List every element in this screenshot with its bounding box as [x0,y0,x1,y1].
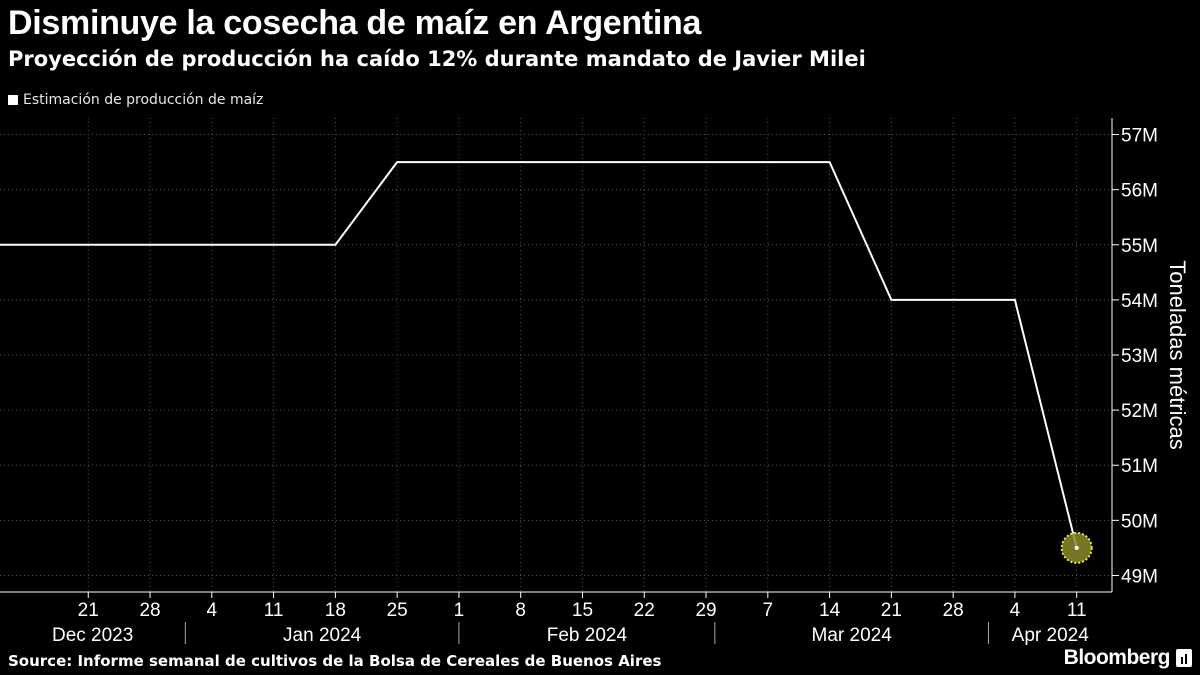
x-tick-label: 11 [1067,600,1087,621]
y-tick-label: 49M [1121,566,1158,587]
y-tick-label: 54M [1121,291,1158,312]
bloomberg-logo: Bloomberg [1064,646,1192,670]
x-tick-label: 18 [325,600,346,621]
x-tick-label: 25 [387,600,408,621]
y-tick-label: 57M [1121,126,1158,147]
y-tick-label: 51M [1121,456,1158,477]
chart-title: Disminuye la cosecha de maíz en Argentin… [8,4,702,42]
month-label: Feb 2024 [547,625,628,646]
y-axis-label: Toneladas métricas [1165,260,1190,450]
bloomberg-chart-icon [1176,649,1192,667]
source-note: Source: Informe semanal de cultivos de l… [8,652,662,670]
data-point [1074,545,1079,550]
x-tick-label: 21 [78,600,99,621]
legend-swatch [8,95,18,105]
y-tick-label: 52M [1121,401,1158,422]
x-tick-label: 8 [515,600,526,621]
x-tick-label: 7 [763,600,774,621]
x-tick-label: 1 [454,600,465,621]
x-tick-label: 15 [572,600,593,621]
y-tick-label: 50M [1121,511,1158,532]
x-tick-label: 21 [881,600,902,621]
x-tick-label: 28 [139,600,160,621]
y-tick-label: 55M [1121,236,1158,257]
x-tick-label: 4 [1010,600,1021,621]
x-tick-label: 29 [695,600,716,621]
month-label: Dec 2023 [52,625,133,646]
x-tick-label: 28 [943,600,964,621]
series-line [0,161,1078,549]
month-label: Mar 2024 [812,625,893,646]
x-tick-label: 4 [207,600,218,621]
month-label: Apr 2024 [1012,625,1090,646]
legend: Estimación de producción de maíz [8,92,263,108]
brand-name: Bloomberg [1063,646,1171,669]
chart-subtitle: Proyección de producción ha caído 12% du… [8,47,866,71]
x-tick-label: 11 [264,600,284,621]
legend-label: Estimación de producción de maíz [23,92,264,108]
y-tick-label: 56M [1121,181,1158,202]
x-tick-label: 14 [819,600,841,621]
y-tick-label: 53M [1121,346,1158,367]
x-tick-label: 22 [634,600,655,621]
month-label: Jan 2024 [283,625,362,646]
